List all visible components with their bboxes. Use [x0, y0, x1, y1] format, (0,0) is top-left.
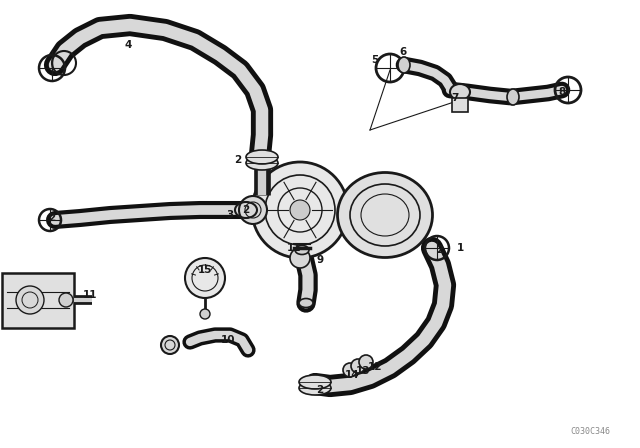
- Ellipse shape: [299, 375, 331, 389]
- Text: 3: 3: [227, 210, 234, 220]
- Ellipse shape: [398, 57, 410, 73]
- Ellipse shape: [450, 84, 470, 100]
- FancyBboxPatch shape: [2, 272, 74, 327]
- Ellipse shape: [246, 156, 278, 170]
- Text: 13: 13: [356, 366, 371, 376]
- Ellipse shape: [299, 298, 313, 307]
- Circle shape: [351, 359, 365, 373]
- Ellipse shape: [507, 89, 519, 105]
- Circle shape: [252, 162, 348, 258]
- Text: 2: 2: [436, 245, 444, 255]
- Circle shape: [343, 363, 357, 377]
- Ellipse shape: [161, 336, 179, 354]
- Ellipse shape: [337, 172, 433, 258]
- Text: 12: 12: [368, 362, 382, 372]
- Text: 4: 4: [124, 40, 132, 50]
- Text: 2: 2: [49, 213, 56, 223]
- Text: 8: 8: [558, 87, 566, 97]
- Text: 10: 10: [221, 335, 236, 345]
- Ellipse shape: [295, 246, 309, 254]
- Text: 11: 11: [287, 243, 301, 253]
- Text: 6: 6: [399, 47, 406, 57]
- Text: 1: 1: [456, 243, 463, 253]
- Text: 9: 9: [316, 255, 324, 265]
- FancyBboxPatch shape: [452, 98, 468, 112]
- Text: C030C346: C030C346: [570, 427, 610, 436]
- Circle shape: [200, 309, 210, 319]
- Ellipse shape: [246, 150, 278, 164]
- Text: 2: 2: [234, 155, 242, 165]
- Circle shape: [59, 293, 73, 307]
- Circle shape: [290, 200, 310, 220]
- Text: 2: 2: [243, 205, 250, 215]
- Circle shape: [290, 248, 310, 268]
- Circle shape: [359, 355, 373, 369]
- Circle shape: [239, 196, 267, 224]
- Text: 15: 15: [198, 265, 212, 275]
- Text: 5: 5: [371, 55, 379, 65]
- Text: 2: 2: [316, 385, 324, 395]
- Circle shape: [185, 258, 225, 298]
- Text: 11: 11: [83, 290, 97, 300]
- Circle shape: [16, 286, 44, 314]
- Text: 14: 14: [345, 370, 359, 380]
- Text: 7: 7: [451, 93, 459, 103]
- Ellipse shape: [299, 381, 331, 395]
